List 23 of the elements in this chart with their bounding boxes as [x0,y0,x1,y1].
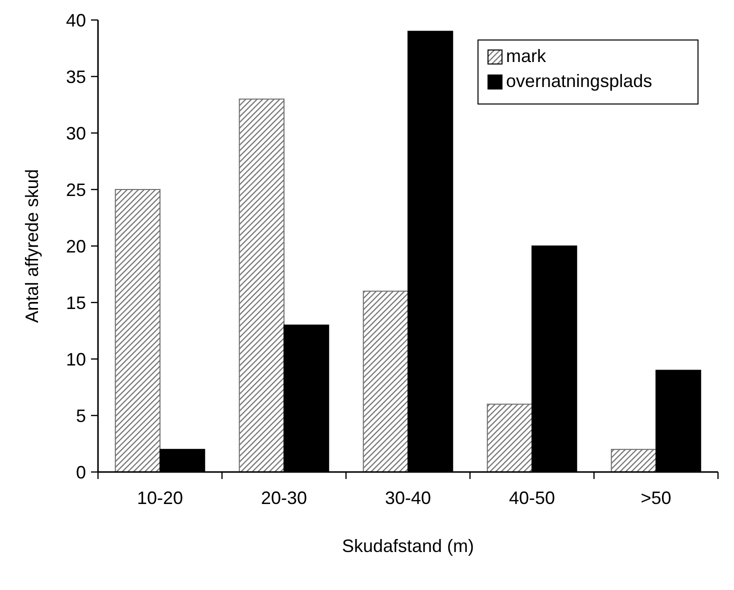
x-tick-label: 20-30 [260,488,308,508]
x-tick-label: 10-20 [136,488,184,508]
y-tick-label: 5 [76,406,86,426]
y-tick-label: 30 [66,123,86,144]
legend-label: mark [506,46,547,66]
bar [238,98,284,472]
x-tick-label: >50 [640,488,672,508]
x-axis-title: Skudafstand (m) [342,536,474,556]
y-axis-title: Antal affyrede skud [22,169,42,323]
bar [610,448,656,472]
y-tick-label: 35 [66,66,86,87]
bar [486,404,532,472]
y-tick-label: 0 [76,462,86,482]
bar [362,290,408,472]
legend-label: overnatningsplads [506,71,652,91]
x-tick-label: 40-50 [508,488,556,508]
y-tick-label: 10 [66,349,86,370]
y-tick-label: 40 [66,10,86,30]
y-tick-label: 20 [66,236,86,256]
bar [114,189,160,472]
y-tick-label: 25 [66,180,86,200]
x-tick-label: 30-40 [384,488,432,508]
y-tick-label: 15 [66,292,86,313]
